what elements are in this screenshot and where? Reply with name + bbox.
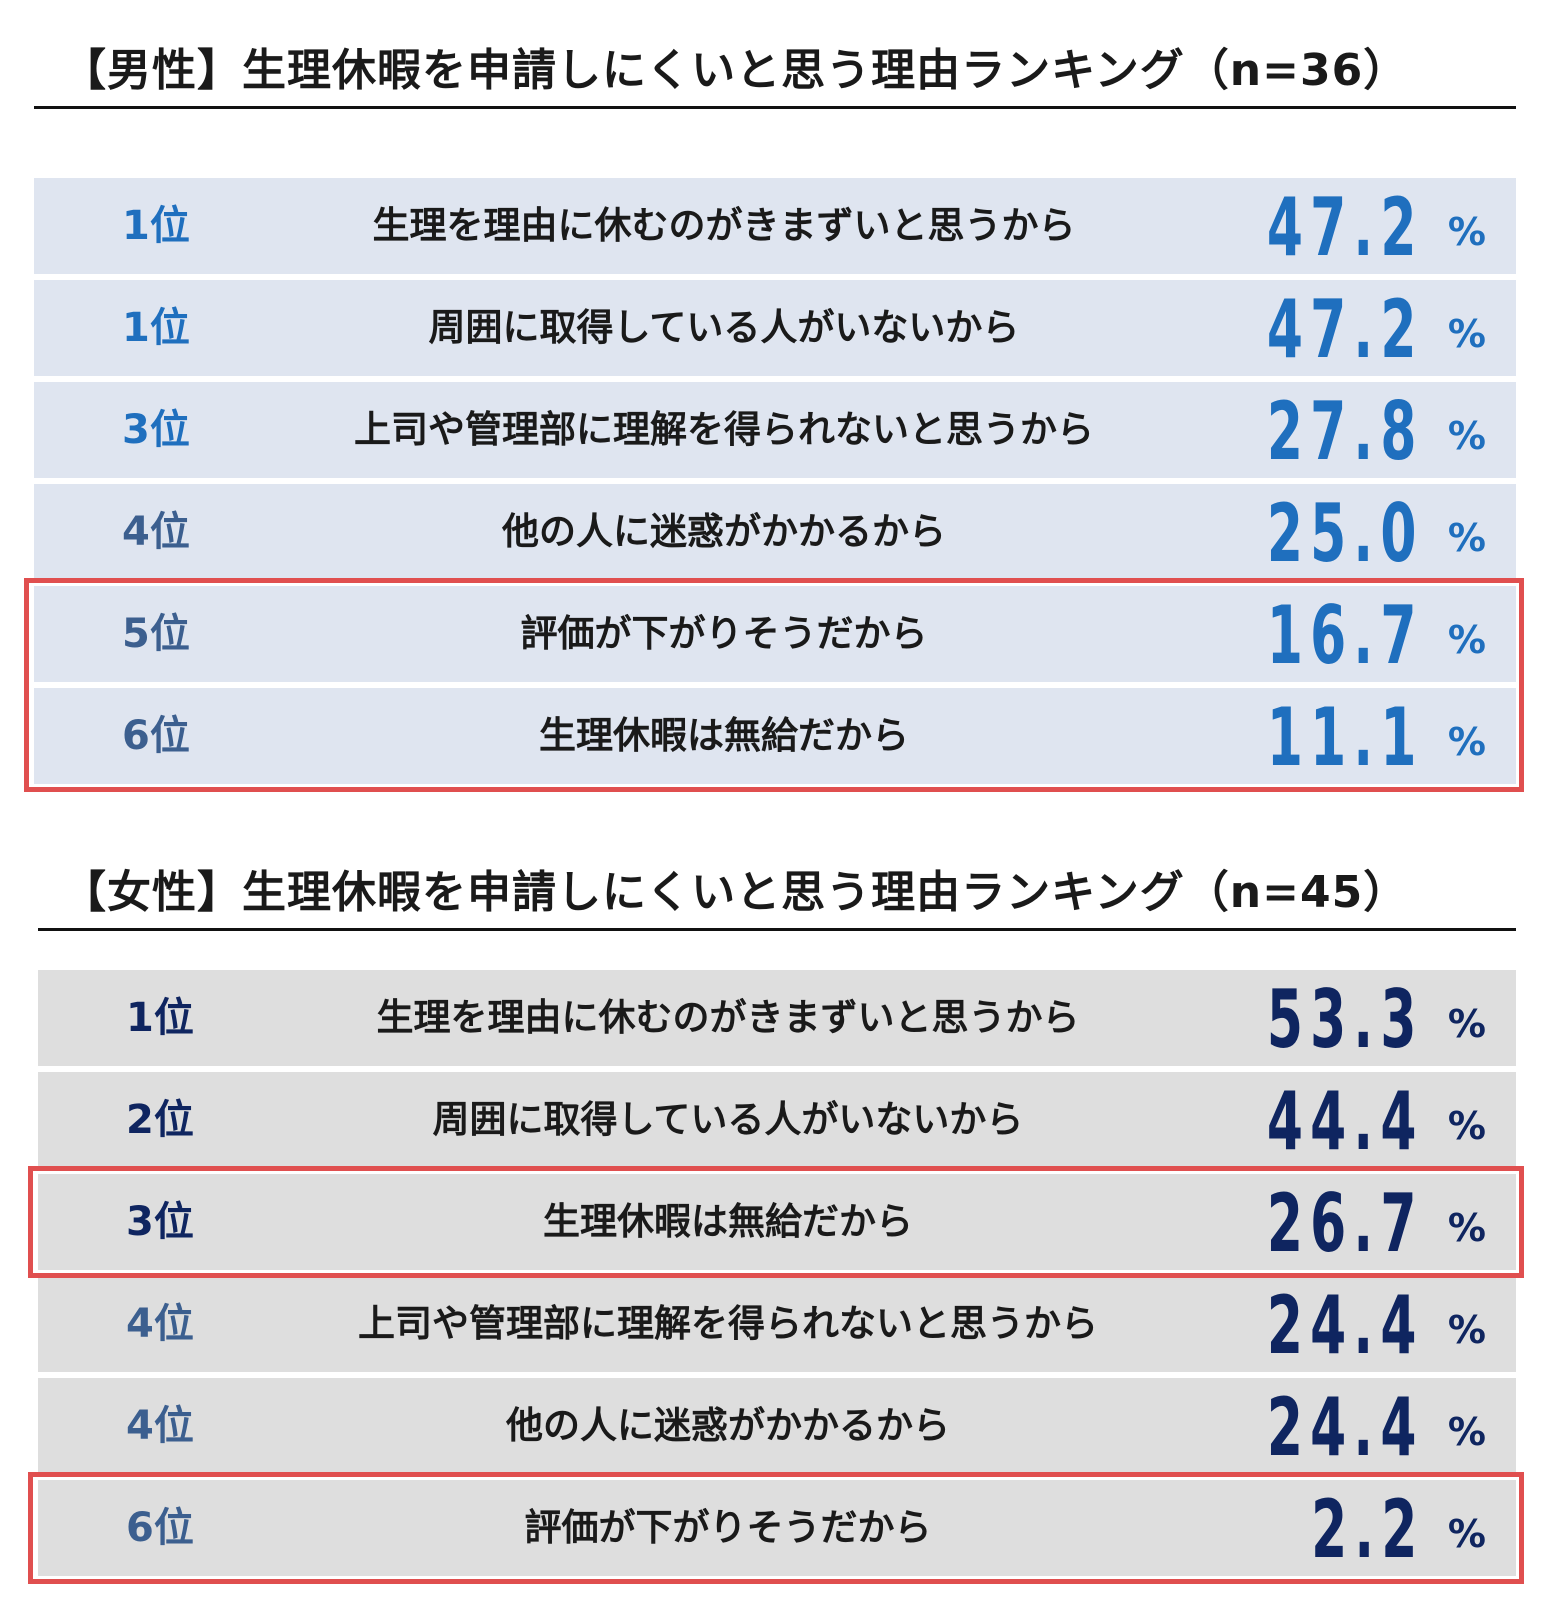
male-ranking-row: 3位 上司や管理部に理解を得られないと思うから 27.8% <box>34 382 1516 478</box>
female-ranking-row: 2位 周囲に取得している人がいないから 44.4% <box>38 1072 1516 1168</box>
percent-unit: % <box>1447 1410 1486 1454</box>
percent-unit: % <box>1447 414 1486 458</box>
percentage-value: 44.4 <box>1267 1075 1424 1168</box>
rank-label: 5位 <box>122 611 190 657</box>
reason-label: 生理を理由に休むのがきまずいと思うから <box>372 204 1076 247</box>
female-ranking-row: 1位 生理を理由に休むのがきまずいと思うから 53.3% <box>38 970 1516 1066</box>
reason-label: 周囲に取得している人がいないから <box>428 306 1020 349</box>
rank-label: 4位 <box>122 509 190 555</box>
percentage-value: 24.4 <box>1267 1279 1424 1372</box>
rank-label: 1位 <box>126 995 194 1041</box>
rank-label: 2位 <box>126 1097 194 1143</box>
percentage-value: 24.4 <box>1267 1381 1424 1474</box>
percent-unit: % <box>1447 1002 1486 1046</box>
percent-unit: % <box>1447 1206 1486 1250</box>
reason-label: 他の人に迷惑がかかるから <box>506 1404 950 1447</box>
rank-label: 3位 <box>122 407 190 453</box>
percent-unit: % <box>1447 1104 1486 1148</box>
percentage-value: 16.7 <box>1267 589 1424 682</box>
reason-label: 生理休暇は無給だから <box>539 714 909 757</box>
male-ranking-row: 5位 評価が下がりそうだから 16.7% <box>34 586 1516 682</box>
female-ranking-row: 6位 評価が下がりそうだから 2.2% <box>38 1480 1516 1576</box>
percent-unit: % <box>1447 720 1486 764</box>
percent-unit: % <box>1447 516 1486 560</box>
male-ranking-row: 1位 生理を理由に休むのがきまずいと思うから 47.2% <box>34 178 1516 274</box>
percent-unit: % <box>1447 312 1486 356</box>
percentage-value: 53.3 <box>1267 973 1424 1066</box>
rank-label: 4位 <box>126 1403 194 1449</box>
reason-label: 生理休暇は無給だから <box>543 1200 913 1243</box>
male-highlight-box <box>24 578 1524 792</box>
female-section-title: 【女性】生理休暇を申請しにくいと思う理由ランキング（n=45） <box>62 867 1409 918</box>
male-section-title: 【男性】生理休暇を申請しにくいと思う理由ランキング（n=36） <box>62 45 1409 96</box>
percent-unit: % <box>1447 1308 1486 1352</box>
reason-label: 他の人に迷惑がかかるから <box>502 510 946 553</box>
female-ranking-row: 3位 生理休暇は無給だから 26.7% <box>38 1174 1516 1270</box>
rank-label: 4位 <box>126 1301 194 1347</box>
rank-label: 6位 <box>122 713 190 759</box>
male-title-rule <box>34 106 1516 109</box>
percentage-value: 11.1 <box>1267 691 1424 784</box>
reason-label: 評価が下がりそうだから <box>524 1506 932 1549</box>
percent-unit: % <box>1447 210 1486 254</box>
reason-label: 周囲に取得している人がいないから <box>432 1098 1024 1141</box>
percent-unit: % <box>1447 618 1486 662</box>
male-ranking-row: 4位 他の人に迷惑がかかるから 25.0% <box>34 484 1516 580</box>
male-ranking-row: 1位 周囲に取得している人がいないから 47.2% <box>34 280 1516 376</box>
percentage-value: 47.2 <box>1267 283 1424 376</box>
female-title-rule <box>38 928 1516 931</box>
rank-label: 1位 <box>122 203 190 249</box>
percent-unit: % <box>1447 1512 1486 1556</box>
percentage-value: 47.2 <box>1267 181 1424 274</box>
rank-label: 1位 <box>122 305 190 351</box>
rank-label: 3位 <box>126 1199 194 1245</box>
female-ranking-row: 4位 上司や管理部に理解を得られないと思うから 24.4% <box>38 1276 1516 1372</box>
reason-label: 上司や管理部に理解を得られないと思うから <box>354 408 1094 451</box>
male-ranking-row: 6位 生理休暇は無給だから 11.1% <box>34 688 1516 784</box>
percentage-value: 2.2 <box>1310 1483 1424 1576</box>
percentage-value: 25.0 <box>1267 487 1424 580</box>
percentage-value: 26.7 <box>1267 1177 1424 1270</box>
female-highlight-box <box>28 1472 1524 1584</box>
rank-label: 6位 <box>126 1505 194 1551</box>
reason-label: 生理を理由に休むのがきまずいと思うから <box>376 996 1080 1039</box>
female-ranking-row: 4位 他の人に迷惑がかかるから 24.4% <box>38 1378 1516 1474</box>
female-highlight-box <box>28 1166 1524 1278</box>
reason-label: 評価が下がりそうだから <box>520 612 928 655</box>
reason-label: 上司や管理部に理解を得られないと思うから <box>358 1302 1098 1345</box>
percentage-value: 27.8 <box>1267 385 1424 478</box>
